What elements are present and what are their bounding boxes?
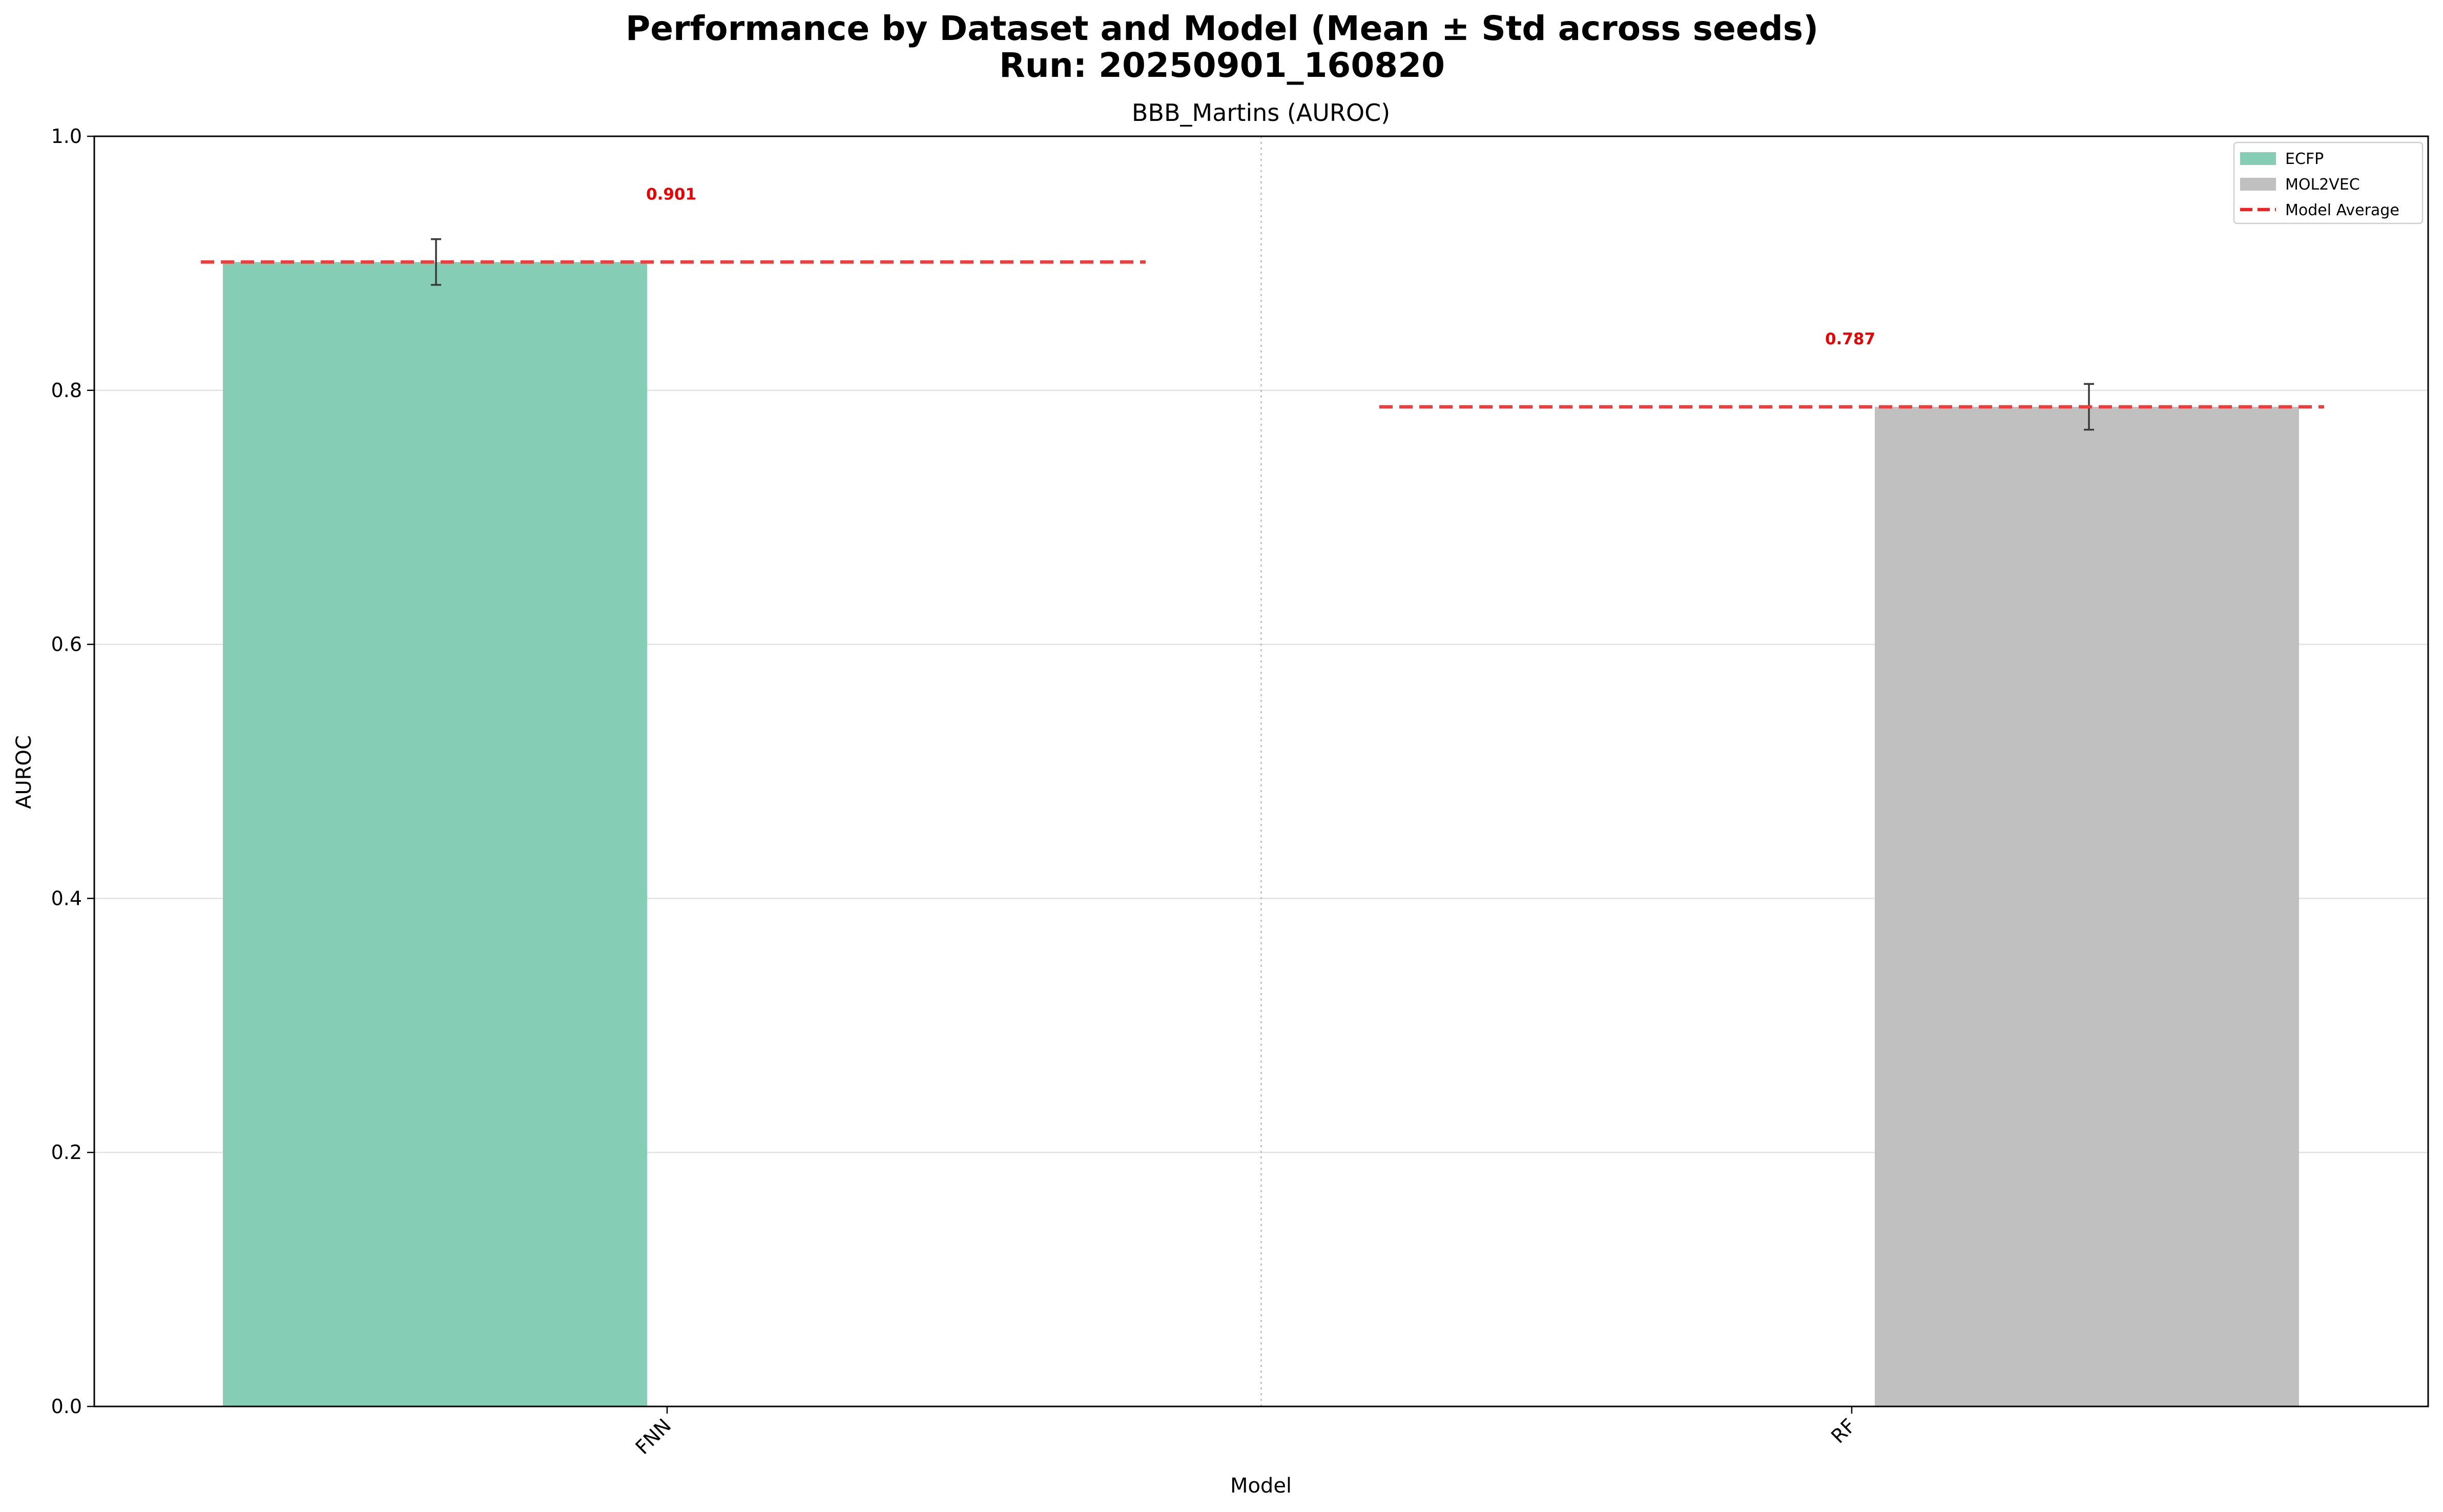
- bar-ecfp-fnn: [223, 262, 647, 1407]
- chart-title: Performance by Dataset and Model (Mean ±…: [626, 9, 1818, 48]
- legend-swatch: [2240, 178, 2276, 191]
- y-tick-label: 0.6: [51, 633, 82, 656]
- model-average-label: 0.901: [646, 185, 696, 203]
- plot-area: 0.0 0.2 0.4 0.6 0.8 1.0 0.901 0.787 FNN RF ECFP MOL…: [51, 125, 2429, 1459]
- bar-mol2vec-rf: [1875, 407, 2299, 1406]
- x-axis-label: Model: [1230, 1474, 1292, 1498]
- legend-label: Model Average: [2285, 201, 2399, 219]
- x-tick-label: FNN: [631, 1414, 676, 1459]
- legend-label: MOL2VEC: [2285, 176, 2360, 194]
- y-tick-label: 1.0: [51, 125, 82, 148]
- legend-label: ECFP: [2285, 150, 2324, 168]
- model-average-label: 0.787: [1825, 330, 1875, 348]
- axes-title: BBB_Martins (AUROC): [1132, 99, 1390, 127]
- y-axis-label: AUROC: [12, 735, 36, 809]
- y-tick-label: 0.2: [51, 1141, 82, 1164]
- legend-box: [2233, 141, 2424, 224]
- y-tick-label: 0.4: [51, 887, 82, 909]
- x-tick-label: RF: [1827, 1414, 1860, 1447]
- chart-subtitle: Run: 20250901_160820: [999, 46, 1445, 85]
- y-tick-label: 0.0: [51, 1395, 82, 1418]
- axes-frame: [93, 135, 2429, 1407]
- legend: ECFP MOL2VEC Model Average: [2233, 141, 2424, 224]
- legend-swatch: [2240, 152, 2276, 165]
- y-tick-label: 0.8: [51, 379, 82, 402]
